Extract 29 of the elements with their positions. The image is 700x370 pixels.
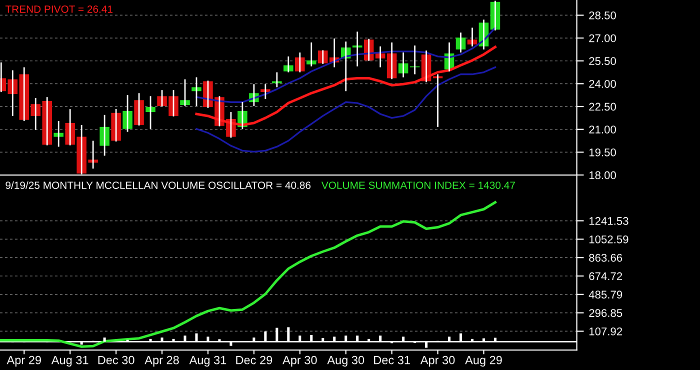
x-tick-label: Apr 29	[6, 356, 41, 367]
y-tick-label: 107.92	[589, 327, 622, 336]
x-tick-label: Aug 31	[189, 356, 226, 367]
y-tick-label: 296.85	[589, 309, 622, 317]
x-tick-label: Dec 30	[98, 356, 134, 364]
y-tick-label: 21.00	[589, 126, 616, 134]
x-tick-label: Dec 31	[374, 356, 410, 364]
x-tick-label: Apr 30	[420, 356, 455, 367]
y-tick-label: 25.50	[589, 57, 616, 66]
y-tick-label: 18.00	[589, 171, 616, 180]
y-tick-label: 1052.59	[589, 235, 628, 244]
y-tick-label: 27.00	[589, 34, 616, 42]
y-tick-label: 674.72	[589, 272, 622, 280]
y-tick-label: 19.50	[589, 148, 616, 156]
x-tick-label: Aug 30	[327, 356, 364, 367]
y-tick-label: 863.66	[589, 254, 622, 262]
x-tick-label: Dec 29	[236, 356, 272, 364]
y-tick-label: 1241.53	[589, 217, 628, 225]
y-tick-label: 24.00	[589, 80, 616, 88]
y-tick-label: 28.50	[589, 11, 616, 20]
x-tick-label: Apr 30	[282, 356, 317, 367]
x-tick-label: Apr 28	[144, 356, 179, 367]
y-tick-label: 22.50	[589, 102, 616, 111]
x-tick-label: Aug 29	[465, 356, 502, 367]
text: 9/19/25 MONTHLY MCCLELLAN VOLUME OSCILLATOR = 40.86	[6, 181, 311, 189]
text: TREND PIVOT = 26.41	[5, 5, 112, 13]
y-tick-label: 485.79	[588, 290, 622, 299]
x-tick-label: Aug 31	[51, 356, 88, 367]
text: VOLUME SUMMATION INDEX = 1430.47	[321, 182, 515, 189]
